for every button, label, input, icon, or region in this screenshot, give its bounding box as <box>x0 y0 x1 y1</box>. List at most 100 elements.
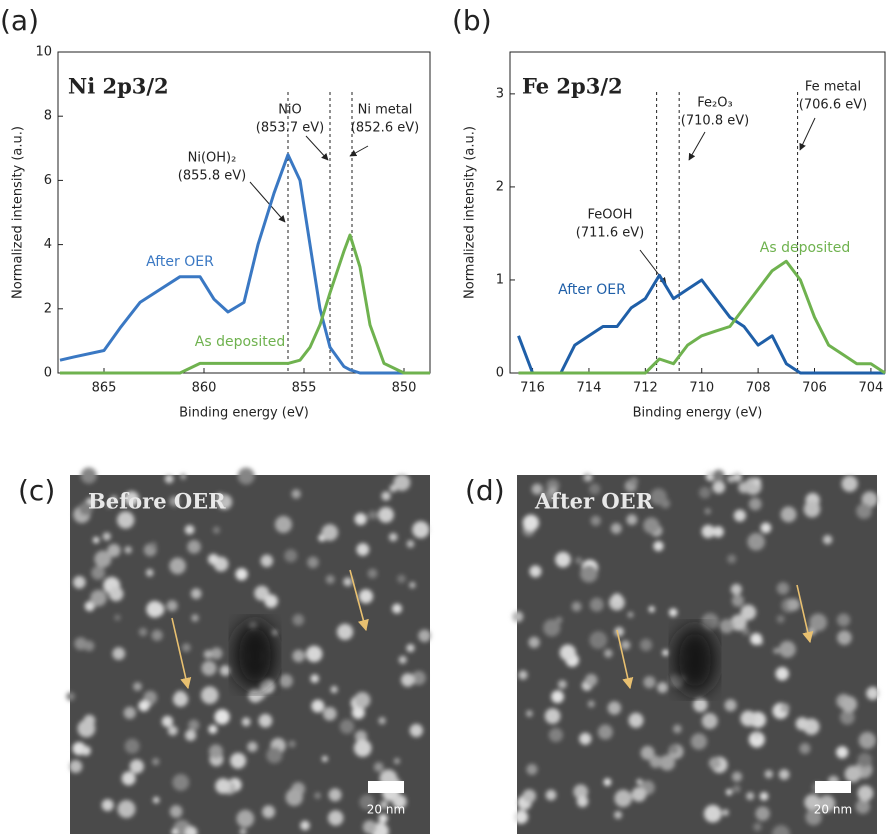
particle <box>264 594 278 608</box>
particle <box>258 713 273 728</box>
particle <box>418 629 431 643</box>
particle <box>732 472 743 482</box>
particle <box>353 739 372 757</box>
x-tick-label: 708 <box>746 381 771 396</box>
y-tick-label: 4 <box>44 237 52 252</box>
particle <box>124 546 132 554</box>
particle <box>529 565 542 578</box>
particle <box>84 601 95 612</box>
particle <box>121 771 136 786</box>
x-tick-label: 865 <box>92 381 117 396</box>
particle <box>803 500 821 518</box>
particle <box>241 717 251 727</box>
particle <box>362 820 377 834</box>
series-line <box>518 259 886 375</box>
particle <box>392 794 407 809</box>
scale-bar <box>368 781 404 793</box>
particle <box>626 514 638 526</box>
particle <box>239 828 247 834</box>
particle <box>181 643 191 653</box>
particle <box>328 788 342 802</box>
particle <box>166 600 178 612</box>
particle <box>74 637 88 651</box>
particle <box>208 744 223 759</box>
particle <box>727 475 735 483</box>
particle <box>672 724 682 734</box>
series-line <box>60 233 430 375</box>
particle <box>203 649 213 659</box>
particle <box>260 554 274 568</box>
particle <box>406 540 415 548</box>
particle <box>740 710 757 727</box>
image-label: Before OER <box>88 489 226 514</box>
particle <box>668 608 678 617</box>
particle <box>543 619 561 637</box>
particle <box>857 785 874 802</box>
particle <box>704 508 711 515</box>
particle <box>724 699 737 712</box>
dark-region <box>233 621 277 689</box>
particle <box>411 670 426 686</box>
particle <box>79 501 93 516</box>
particle <box>614 810 623 819</box>
particle <box>731 771 743 782</box>
particle <box>795 717 809 731</box>
particle <box>855 799 871 814</box>
particle <box>575 557 583 564</box>
particle <box>69 759 83 774</box>
particle <box>105 502 113 509</box>
particle <box>545 789 557 801</box>
particle <box>526 763 538 775</box>
particle <box>107 543 121 558</box>
particle <box>94 550 112 568</box>
particle <box>200 686 219 704</box>
x-tick-label: 712 <box>633 381 658 396</box>
particle <box>359 794 375 810</box>
particle <box>587 700 595 708</box>
particle <box>701 713 718 729</box>
particle <box>531 483 543 495</box>
particle <box>138 700 150 712</box>
scale-bar <box>815 781 851 793</box>
particle <box>378 813 388 824</box>
particle <box>727 554 737 564</box>
marker-arrow <box>171 617 192 690</box>
particle <box>214 709 230 725</box>
reference-energy: (706.6 eV) <box>799 98 867 113</box>
particle <box>248 688 263 703</box>
particle <box>373 762 384 772</box>
particle <box>548 727 563 743</box>
particle <box>102 532 111 541</box>
particle <box>750 633 763 646</box>
particle <box>201 660 217 676</box>
particle <box>732 785 741 793</box>
particle <box>610 523 622 534</box>
particle <box>611 593 623 605</box>
reference-label: Fe₂O₃ <box>697 96 732 111</box>
particle <box>185 729 197 741</box>
particle <box>753 477 762 486</box>
particle <box>393 757 401 765</box>
reference-energy: (855.8 eV) <box>178 169 246 184</box>
particle <box>367 568 378 579</box>
particle <box>354 692 371 709</box>
particle <box>292 614 305 626</box>
particle <box>588 483 601 495</box>
image-label: After OER <box>534 489 654 514</box>
particle <box>110 495 118 503</box>
particle <box>117 800 136 818</box>
particle <box>640 745 655 760</box>
particle <box>80 467 97 484</box>
particle <box>398 655 407 664</box>
series-line <box>517 273 885 375</box>
particle <box>73 576 86 589</box>
series-label: After OER <box>146 254 214 270</box>
plot-frame <box>57 51 431 374</box>
particle <box>138 627 148 637</box>
particle <box>719 619 734 634</box>
particle <box>90 589 107 607</box>
particle <box>555 551 571 568</box>
reference-label: Ni(OH)₂ <box>188 151 237 166</box>
x-tick-label: 855 <box>292 381 317 396</box>
particle <box>836 746 849 759</box>
